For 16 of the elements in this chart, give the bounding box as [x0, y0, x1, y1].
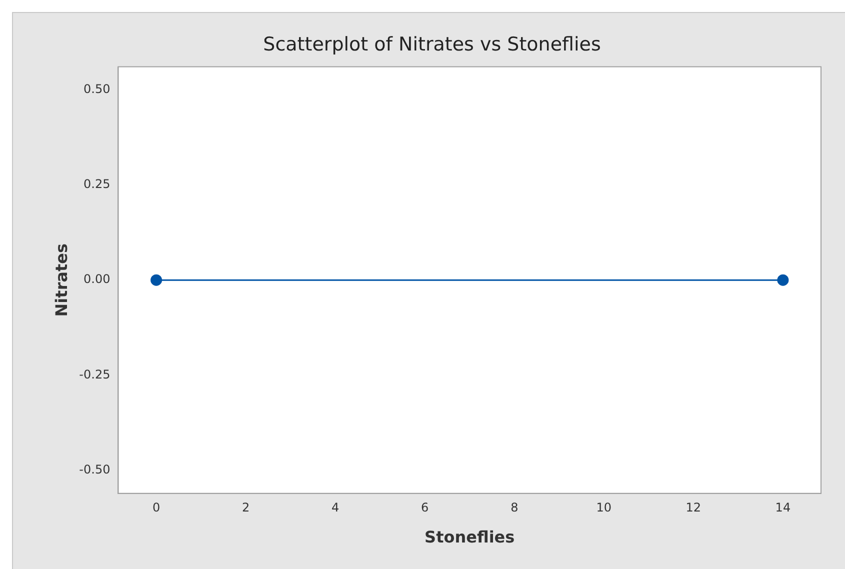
x-axis-title: Stoneflies — [424, 528, 515, 547]
x-tick-label: 4 — [332, 500, 340, 515]
x-tick-label: 12 — [686, 500, 702, 515]
x-tick-label: 2 — [242, 500, 250, 515]
y-tick-label: -0.25 — [79, 367, 110, 382]
x-tick-label: 14 — [775, 500, 791, 515]
y-axis-title: Nitrates — [52, 243, 71, 317]
x-tick-label: 10 — [596, 500, 612, 515]
chart-title: Scatterplot of Nitrates vs Stoneflies — [263, 33, 601, 56]
y-tick-label: 0.50 — [84, 82, 110, 96]
y-tick-label: -0.50 — [79, 462, 110, 477]
y-tick-label: 0.00 — [84, 272, 110, 286]
x-tick-label: 6 — [421, 500, 429, 515]
x-tick-label: 8 — [510, 500, 518, 515]
x-tick-label: 0 — [152, 500, 160, 515]
y-tick-label: 0.25 — [84, 177, 110, 191]
